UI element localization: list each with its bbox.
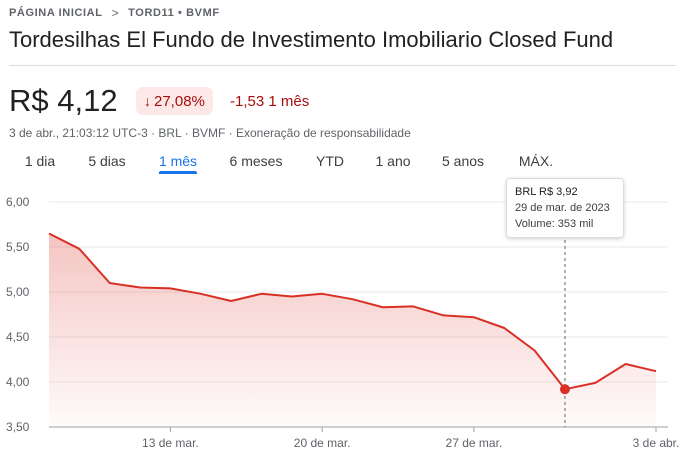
highlight-point: [559, 384, 570, 395]
percent-change-value: 27,08%: [154, 92, 205, 110]
tooltip-price: BRL R$ 3,92: [515, 186, 578, 198]
tab-1-month[interactable]: 1 mês: [158, 150, 198, 176]
price-change-period: -1,53 1 mês: [230, 93, 310, 110]
tab-5-years[interactable]: 5 anos: [441, 153, 485, 169]
x-tick-label: 3 de abr.: [633, 436, 680, 450]
x-tick-label: 27 de mar.: [446, 436, 503, 450]
tab-1-year[interactable]: 1 ano: [375, 153, 411, 169]
tooltip-date: 29 de mar. de 2023: [515, 202, 610, 214]
price-line: [48, 232, 657, 391]
tab-1-day[interactable]: 1 dia: [24, 153, 56, 169]
page-title: Tordesilhas El Fundo de Investimento Imo…: [9, 27, 614, 52]
title-divider: [9, 65, 676, 66]
chart-tooltip: BRL R$ 3,92 29 de mar. de 2023 Volume: 3…: [506, 178, 624, 238]
breadcrumb-home-link[interactable]: PÁGINA INICIAL: [9, 7, 103, 19]
y-tick-label: 4,00: [6, 375, 30, 389]
chevron-right-icon: >: [111, 6, 120, 20]
y-tick-label: 3,50: [6, 420, 30, 434]
tab-6-months[interactable]: 6 meses: [229, 153, 283, 169]
y-tick-label: 5,50: [6, 240, 30, 254]
quote-meta-info: 3 de abr., 21:03:12 UTC-3 · BRL · BVMF ·: [9, 126, 236, 140]
arrow-down-icon: ↓: [144, 93, 151, 109]
breadcrumb: PÁGINA INICIAL > TORD11 • BVMF: [9, 5, 220, 21]
x-tick-label: 20 de mar.: [294, 436, 351, 450]
price-chart[interactable]: 6,00 5,50 5,00 4,50 4,00 3,50 13 de mar. 20 de…: [0, 180, 685, 462]
tab-5-days[interactable]: 5 dias: [88, 153, 126, 169]
tab-max[interactable]: MÁX.: [518, 153, 554, 169]
percent-change-badge: ↓ 27,08%: [136, 87, 213, 115]
tooltip-volume: Volume: 353 mil: [515, 218, 594, 230]
y-tick-label: 5,00: [6, 285, 30, 299]
current-price: R$ 4,12: [9, 83, 118, 118]
x-tick-label: 13 de mar.: [142, 436, 199, 450]
y-tick-label: 4,50: [6, 330, 30, 344]
y-tick-label: 6,00: [6, 195, 30, 209]
disclaimer-link[interactable]: Exoneração de responsabilidade: [235, 126, 411, 140]
quote-meta: 3 de abr., 21:03:12 UTC-3 · BRL · BVMF ·…: [9, 126, 411, 140]
range-tabs: 1 dia 5 dias 1 mês 6 meses YTD 1 ano 5 a…: [0, 150, 600, 180]
tab-ytd[interactable]: YTD: [316, 153, 344, 169]
price-area: [49, 233, 656, 427]
breadcrumb-current: TORD11 • BVMF: [128, 7, 220, 19]
